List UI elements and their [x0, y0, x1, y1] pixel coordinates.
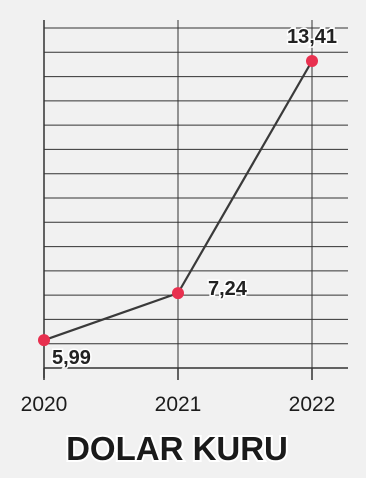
grid — [44, 20, 348, 369]
chart-title: DOLAR KURU — [66, 430, 288, 467]
data-label: 7,24 — [208, 278, 248, 300]
data-point — [38, 334, 50, 347]
x-tick-label: 2020 — [21, 393, 68, 416]
data-label: 5,99 — [52, 347, 91, 369]
x-tick-label: 2021 — [155, 393, 202, 416]
x-tick-label: 2022 — [289, 393, 336, 416]
labels-group: 2020 2021 2022 5,99 7,24 13,41 — [21, 25, 339, 416]
data-label: 13,41 — [287, 26, 337, 48]
data-point — [172, 287, 184, 300]
axes — [43, 20, 348, 380]
series-group — [38, 55, 318, 347]
data-point — [306, 55, 318, 68]
